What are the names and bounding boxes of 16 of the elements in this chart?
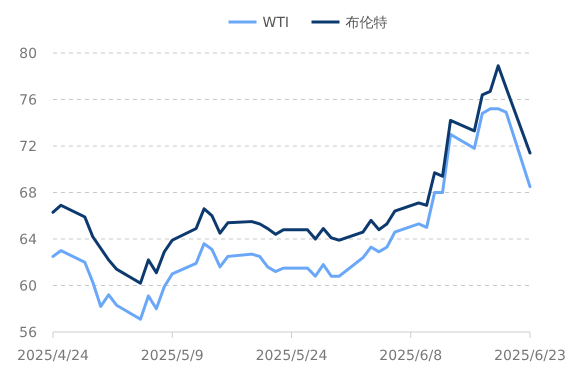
- legend-label: WTI: [262, 15, 290, 31]
- y-tick-label: 68: [19, 186, 37, 202]
- y-tick-label: 64: [19, 232, 38, 248]
- y-tick-label: 72: [19, 139, 37, 155]
- x-tick-label: 2025/6/23: [494, 348, 566, 364]
- x-tick-label: 2025/5/9: [140, 348, 204, 364]
- x-tick-label: 2025/4/24: [17, 348, 89, 364]
- y-tick-label: 80: [19, 46, 37, 62]
- legend-label: 布伦特: [346, 15, 388, 31]
- line-series: [52, 107, 532, 321]
- x-tick-label: 2025/5/24: [256, 348, 328, 364]
- y-tick-label: 56: [19, 325, 38, 341]
- line-series: [52, 64, 532, 285]
- y-tick-label: 60: [19, 278, 37, 294]
- y-tick-label: 76: [19, 92, 38, 108]
- x-tick-label: 2025/6/8: [379, 348, 442, 364]
